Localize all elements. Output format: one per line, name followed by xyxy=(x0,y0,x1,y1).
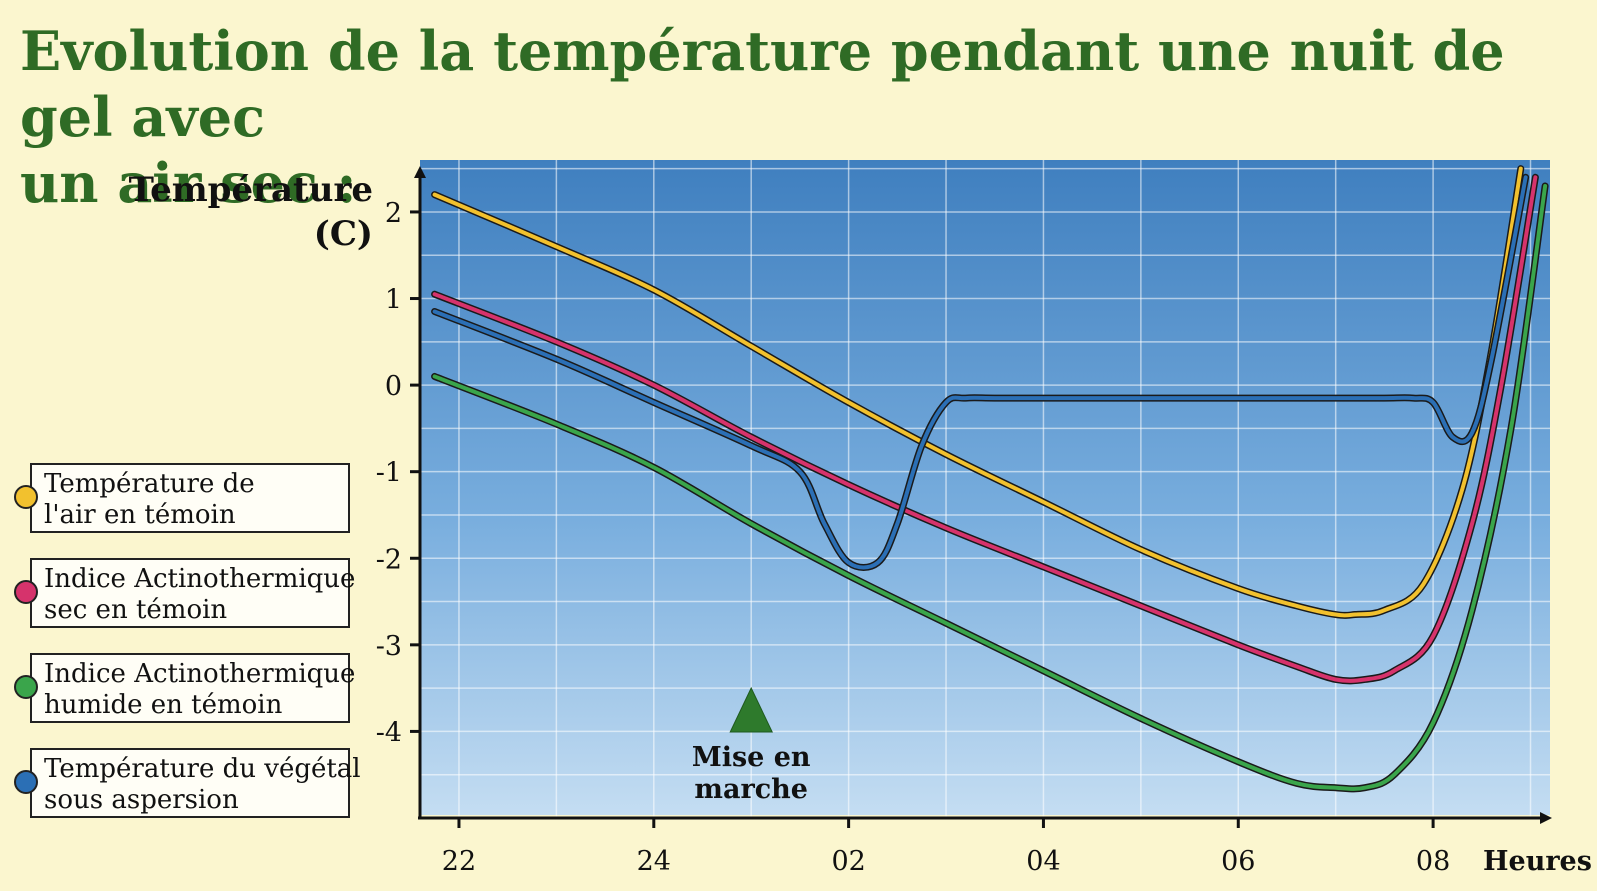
series-line xyxy=(432,175,1538,683)
series-line xyxy=(432,166,1523,618)
y-tick-label: -3 xyxy=(376,631,402,662)
x-tick-label: 22 xyxy=(442,846,476,877)
y-tick-label: -4 xyxy=(376,717,402,748)
legend-box-air: Température de l'air en témoin xyxy=(30,463,350,533)
legend-label-line-2: sec en témoin xyxy=(44,595,228,625)
x-tick-label: 24 xyxy=(637,846,671,877)
legend-label-line-1: Indice Actinothermique xyxy=(44,564,356,594)
legend-label-line-1: Température du végétal xyxy=(44,754,361,784)
y-axis-label: Température (C) xyxy=(118,168,373,256)
x-tick-label: 06 xyxy=(1221,846,1255,877)
series-line xyxy=(432,183,1548,791)
legend-item-sec: Indice Actinothermique sec en témoin xyxy=(14,558,359,628)
legend-item-air: Température de l'air en témoin xyxy=(14,463,359,533)
axis-ticks: 22 24 02 04 06 08 2 1 0 -1 -2 -3 -4 xyxy=(376,198,1451,877)
legend-label-line-2: l'air en témoin xyxy=(44,500,236,530)
legend-item-vegetal: Température du végétal sous aspersion xyxy=(14,748,361,818)
legend-label-line-2: humide en témoin xyxy=(44,690,283,720)
y-tick-label: 2 xyxy=(385,198,402,229)
x-tick-label: 08 xyxy=(1416,846,1450,877)
x-tick-label: 04 xyxy=(1026,846,1060,877)
legend-label-line-1: Température de xyxy=(44,469,255,499)
triangle-marker xyxy=(729,686,773,733)
legend-swatch-air xyxy=(14,485,38,509)
annotation-line-1: Mise en xyxy=(692,742,811,773)
y-tick-label: 0 xyxy=(385,371,402,402)
legend-box-humide: Indice Actinothermique humide en témoin xyxy=(30,653,356,723)
title-line-1: Evolution de la température pendant une … xyxy=(20,19,1505,149)
legend-label-line-2: sous aspersion xyxy=(44,785,239,815)
x-tick-label: 02 xyxy=(831,846,865,877)
chart-title: Evolution de la température pendant une … xyxy=(20,18,1560,216)
y-tick-label: -1 xyxy=(376,458,402,489)
legend-item-humide: Indice Actinothermique humide en témoin xyxy=(14,653,359,723)
legend-box-vegetal: Température du végétal sous aspersion xyxy=(30,748,361,818)
y-tick-label: 1 xyxy=(385,285,402,316)
legend-swatch-sec xyxy=(14,580,38,604)
title-line-2: un air sec : xyxy=(20,151,357,215)
y-tick-label: -2 xyxy=(376,544,402,575)
legend-label-line-1: Indice Actinothermique xyxy=(44,659,356,689)
grid xyxy=(420,160,1550,818)
y-axis-label-line-1: Température xyxy=(128,170,373,210)
legend-swatch-humide xyxy=(14,675,38,699)
series-layer xyxy=(431,165,1549,793)
y-axis-label-line-2: (C) xyxy=(313,214,373,254)
legend-box-sec: Indice Actinothermique sec en témoin xyxy=(30,558,356,628)
annotation-line-2: marche xyxy=(694,774,808,805)
x-axis-label: Heures xyxy=(1483,846,1592,877)
series-line xyxy=(432,175,1528,570)
legend-swatch-vegetal xyxy=(14,770,38,794)
